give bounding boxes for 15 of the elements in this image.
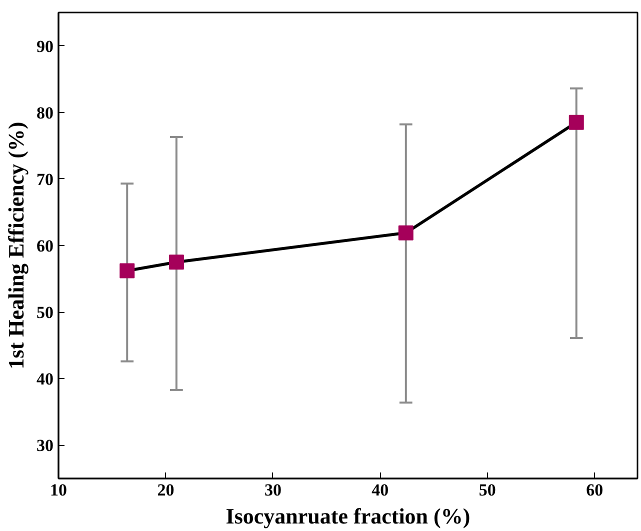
y-tick-label: 80 <box>36 103 54 122</box>
y-tick-label: 50 <box>36 303 54 322</box>
x-tick-label: 20 <box>157 480 174 500</box>
x-tick-label: 60 <box>586 480 604 500</box>
x-tick-label: 10 <box>50 480 67 500</box>
x-axis-title: Isocyanruate fraction (%) <box>226 504 470 528</box>
x-tick-label: 50 <box>478 480 496 500</box>
x-tick-label: 40 <box>372 480 389 500</box>
y-tick-label: 60 <box>36 236 54 256</box>
y-tick-label: 90 <box>36 36 54 56</box>
y-tick-label: 70 <box>36 170 54 189</box>
y-tick-label: 40 <box>36 370 54 389</box>
y-axis-title: 1st Healing Efficiency (%) <box>4 122 28 370</box>
x-tick-label: 30 <box>264 480 282 500</box>
y-tick-label: 30 <box>36 436 54 456</box>
